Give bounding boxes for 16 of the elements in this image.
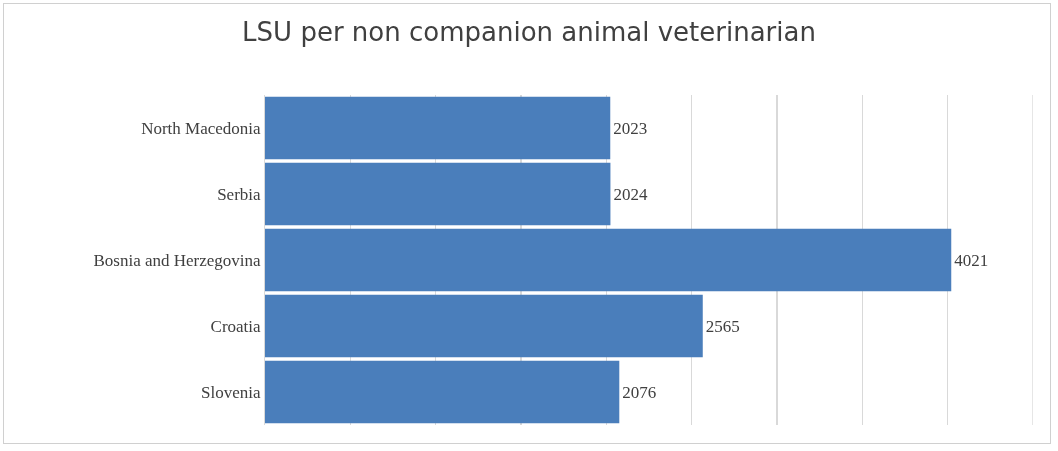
y-tick-label: Croatia xyxy=(210,316,262,336)
y-tick-label: Bosnia and Herzegovina xyxy=(93,250,262,270)
bar xyxy=(265,96,611,160)
data-label: 2023 xyxy=(613,118,648,138)
y-tick-label: Serbia xyxy=(217,184,262,204)
y-tick-label: North Macedonia xyxy=(141,118,262,138)
data-label: 2565 xyxy=(705,316,740,336)
y-tick-label: Slovenia xyxy=(201,382,262,402)
chart-title: LSU per non companion animal veterinarian xyxy=(242,16,816,47)
data-label: 2024 xyxy=(613,184,648,204)
bar xyxy=(265,228,952,292)
bar xyxy=(265,360,620,424)
data-label: 2076 xyxy=(622,382,657,402)
bar xyxy=(265,162,611,226)
data-label: 4021 xyxy=(954,250,989,270)
bar xyxy=(265,294,703,358)
